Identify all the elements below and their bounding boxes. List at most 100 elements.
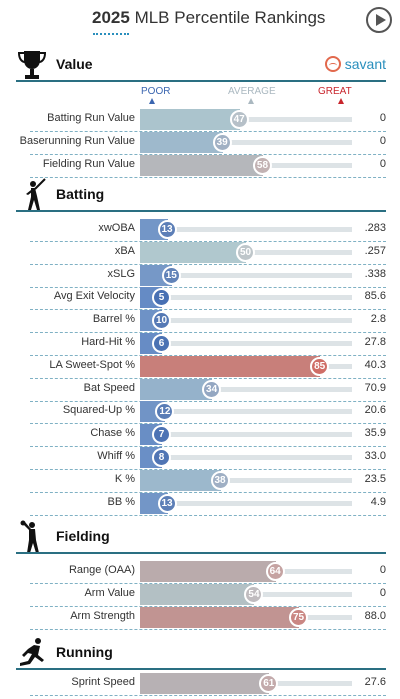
percentile-bar	[140, 561, 276, 582]
percentile-bar	[140, 154, 263, 176]
savant-logo[interactable]: savant	[324, 56, 386, 72]
percentile-bar	[140, 109, 240, 130]
percentile-track	[140, 432, 352, 438]
metric-row[interactable]: BB % 13 4.9	[0, 492, 400, 516]
percentile-track	[140, 272, 352, 278]
percentile-circle[interactable]: 7	[152, 425, 171, 445]
metric-label: Whiff %	[97, 450, 135, 462]
percentile-circle[interactable]: 10	[152, 311, 171, 331]
metric-row[interactable]: Baserunning Run Value 39 0	[0, 131, 400, 155]
baseball-icon	[324, 56, 341, 72]
play-button[interactable]	[366, 7, 392, 33]
metric-row[interactable]: Hard-Hit % 6 27.8	[0, 332, 400, 356]
metric-label: Arm Value	[84, 586, 135, 599]
batter-icon	[16, 178, 48, 212]
metric-row[interactable]: Squared-Up % 12 20.6	[0, 400, 400, 425]
section-divider	[16, 210, 386, 212]
metric-row[interactable]: Range (OAA) 64 0	[0, 560, 400, 584]
metric-value: 27.8	[364, 336, 386, 348]
metric-value: 70.9	[364, 381, 386, 394]
percentile-circle[interactable]: 8	[152, 448, 171, 467]
metric-value: 0	[379, 112, 386, 124]
percentile-circle[interactable]: 61	[259, 674, 279, 693]
percentile-bar	[140, 469, 221, 491]
metric-row[interactable]: K % 38 23.5	[0, 469, 400, 493]
percentile-bar	[140, 378, 213, 400]
percentile-circle[interactable]: 13	[157, 220, 177, 239]
metric-row[interactable]: xBA 50 .257	[0, 241, 400, 265]
metric-row[interactable]: Sprint Speed 61 27.6	[0, 672, 400, 696]
percentile-bar	[140, 131, 223, 153]
percentile-circle[interactable]: 38	[210, 470, 230, 490]
percentile-circle[interactable]: 15	[161, 265, 181, 285]
percentile-circle[interactable]: 13	[157, 493, 177, 513]
metric-label: Arm Strength	[70, 609, 135, 622]
percentile-circle[interactable]: 54	[244, 584, 264, 604]
metric-row[interactable]: Chase % 7 35.9	[0, 423, 400, 448]
metric-label: LA Sweet-Spot %	[49, 358, 135, 371]
row-separator	[30, 583, 386, 584]
metric-row[interactable]: xSLG 15 .338	[0, 264, 400, 288]
play-icon	[376, 14, 386, 26]
title-text: MLB Percentile Rankings	[134, 8, 326, 27]
metric-value: 0	[379, 134, 386, 147]
section-header-running: Running	[0, 636, 400, 670]
metric-value: 0	[379, 586, 386, 599]
section-title: Running	[56, 644, 113, 660]
metric-label: Barrel %	[92, 313, 135, 326]
percentile-track	[140, 318, 352, 324]
row-separator	[30, 628, 386, 630]
metric-value: 40.3	[364, 358, 386, 371]
metric-label: xSLG	[107, 267, 135, 280]
metric-label: Baserunning Run Value	[19, 134, 135, 147]
metric-value: 27.6	[364, 676, 386, 688]
metric-value: .283	[364, 222, 386, 234]
row-separator	[30, 400, 386, 402]
row-separator	[30, 446, 386, 448]
percentile-circle[interactable]: 34	[202, 379, 222, 399]
metric-row[interactable]: LA Sweet-Spot % 85 40.3	[0, 355, 400, 379]
metric-label: xBA	[114, 244, 135, 257]
metric-value: 23.5	[364, 472, 386, 485]
row-separator	[30, 355, 386, 356]
metric-row[interactable]: Fielding Run Value 58 0	[0, 154, 400, 178]
section-divider	[16, 552, 386, 554]
row-separator	[30, 514, 386, 516]
percentile-bar	[140, 606, 299, 628]
metric-row[interactable]: Arm Strength 75 88.0	[0, 606, 400, 630]
metric-row[interactable]: Bat Speed 34 70.9	[0, 378, 400, 402]
row-separator	[30, 605, 386, 607]
percentile-circle[interactable]: 58	[252, 155, 272, 175]
metric-row[interactable]: Whiff % 8 33.0	[0, 446, 400, 470]
metric-row[interactable]: Barrel % 10 2.8	[0, 309, 400, 334]
percentile-circle[interactable]: 75	[289, 607, 308, 627]
row-separator	[30, 131, 386, 132]
metric-row[interactable]: Arm Value 54 0	[0, 583, 400, 607]
percentile-track	[140, 477, 352, 483]
metric-row[interactable]: xwOBA 13 .283	[0, 218, 400, 242]
percentile-circle[interactable]: 5	[152, 288, 171, 308]
savant-brand-text: savant	[344, 56, 386, 72]
metric-value: .338	[364, 267, 386, 280]
percentile-circle[interactable]: 39	[212, 132, 232, 152]
row-separator	[30, 263, 386, 265]
percentile-circle[interactable]: 50	[236, 242, 255, 262]
row-separator	[30, 377, 386, 379]
percentile-circle[interactable]: 85	[310, 356, 330, 376]
percentile-circle[interactable]: 6	[152, 334, 171, 353]
metric-value: 33.0	[364, 450, 386, 462]
scale-great-label: GREAT	[318, 86, 352, 97]
percentile-circle[interactable]: 47	[229, 110, 249, 129]
section-title: Batting	[56, 186, 105, 202]
metric-row[interactable]: Avg Exit Velocity 5 85.6	[0, 286, 400, 311]
percentile-bar	[140, 673, 270, 694]
section-header-fielding: Fielding	[0, 520, 400, 554]
percentile-circle[interactable]: 64	[265, 562, 285, 581]
percentile-circle[interactable]: 12	[155, 402, 175, 422]
percentile-track	[140, 341, 352, 346]
header: 2025 MLB Percentile Rankings	[0, 0, 400, 44]
scale-poor-label: POOR	[141, 86, 171, 97]
metric-row[interactable]: Batting Run Value 47 0	[0, 108, 400, 132]
percentile-track	[140, 455, 352, 460]
metric-label: Squared-Up %	[62, 404, 135, 417]
